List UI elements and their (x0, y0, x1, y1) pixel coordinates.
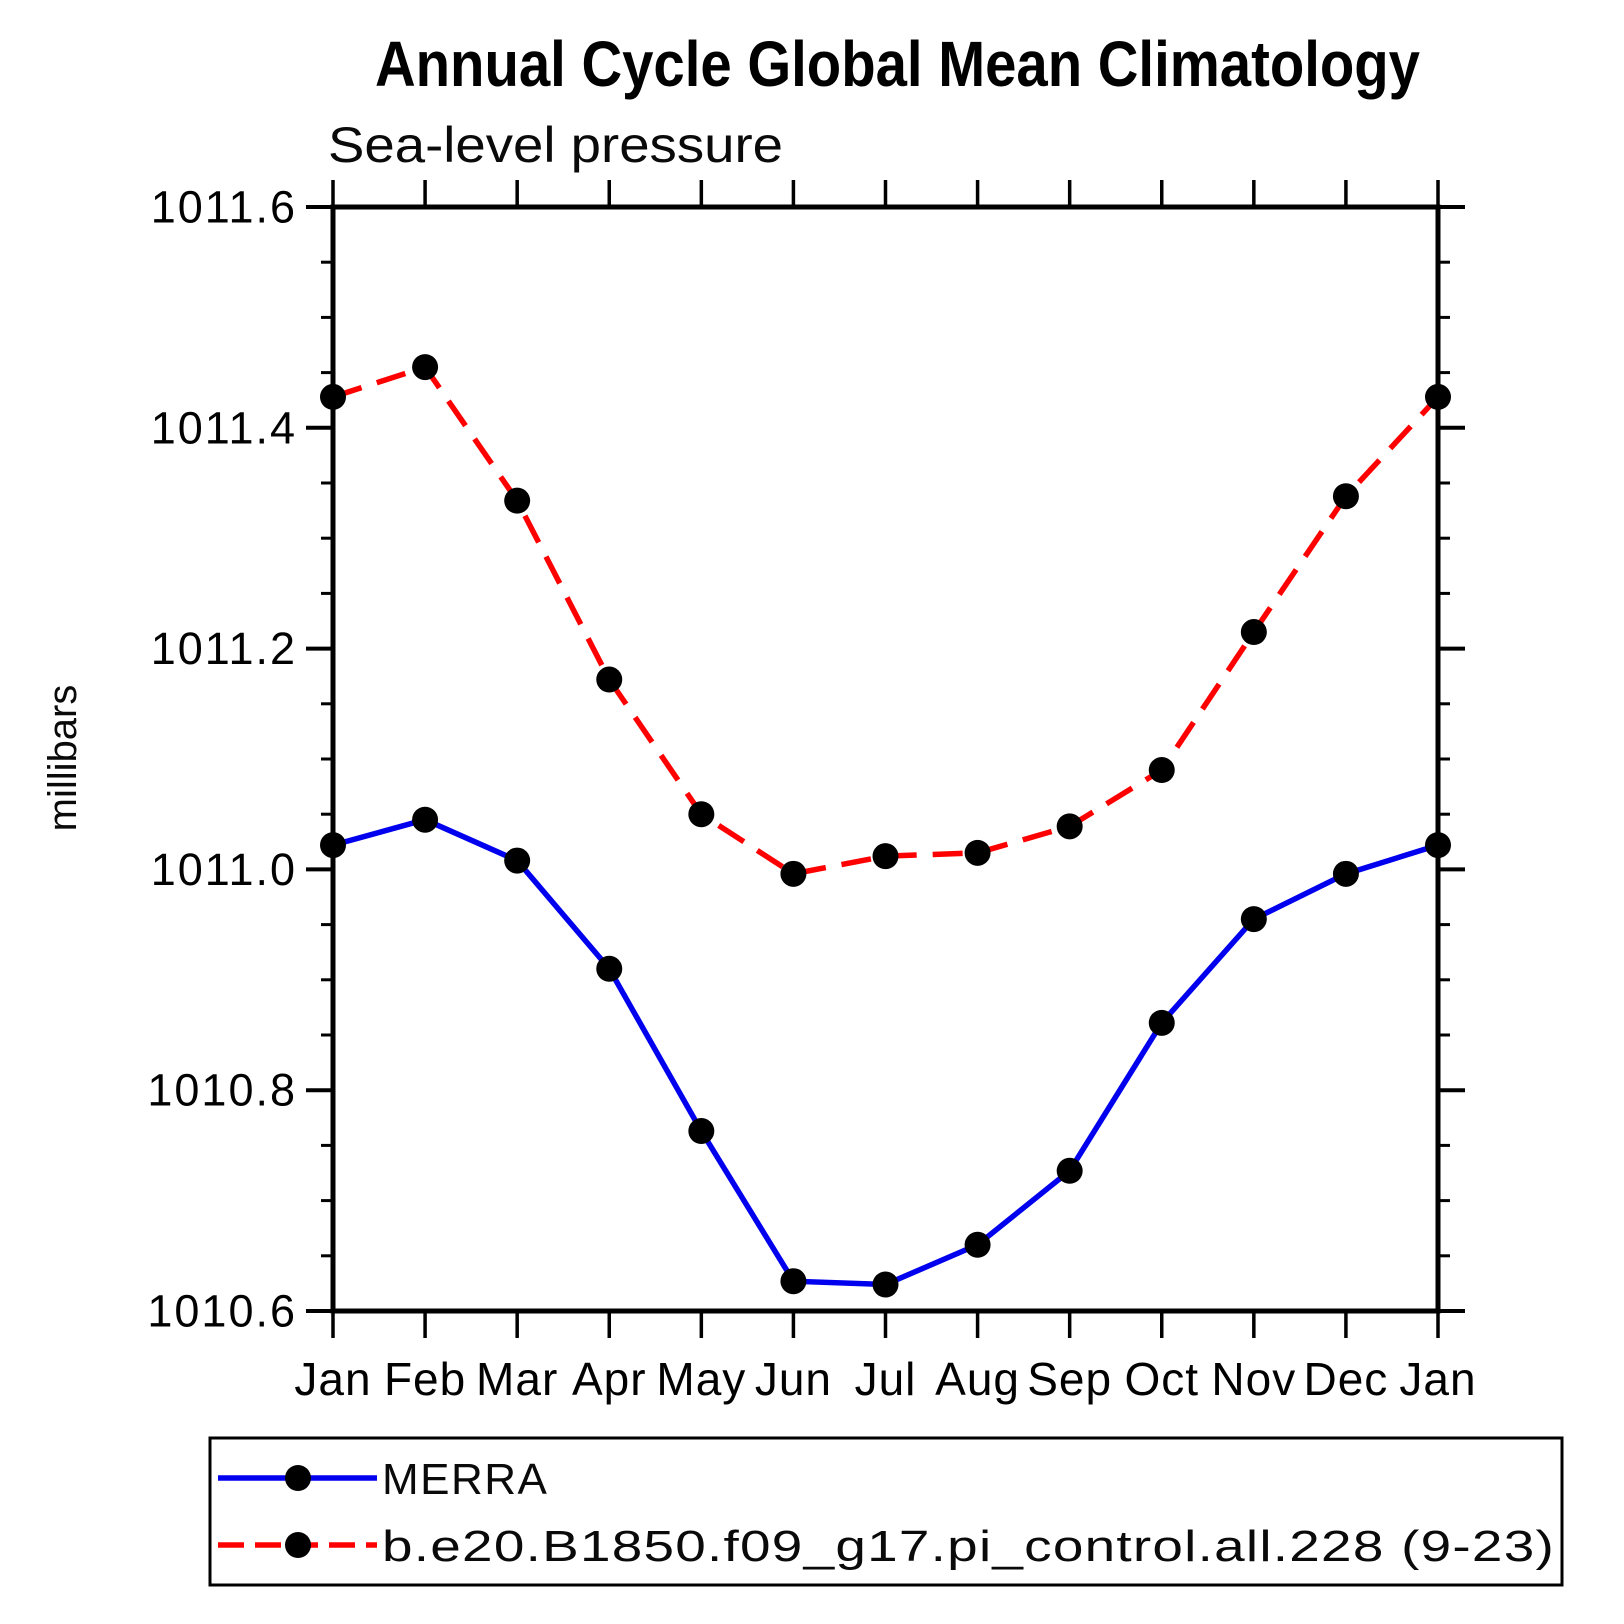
y-tick-label: 1011.2 (151, 623, 297, 674)
model-marker (964, 839, 991, 866)
merra-marker (1240, 906, 1267, 933)
model-marker (1240, 619, 1267, 646)
month-label: Jul (855, 1353, 917, 1405)
month-label: Sep (1027, 1353, 1112, 1405)
legend: MERRA b.e20.B1850.f09_g17.pi_control.all… (208, 1436, 1564, 1587)
legend-item-model: b.e20.B1850.f09_g17.pi_control.all.228 (… (218, 1522, 1555, 1571)
merra-marker (412, 806, 439, 833)
merra-marker (688, 1118, 715, 1145)
model-marker (1332, 483, 1359, 510)
y-tick-label: 1010.8 (147, 1065, 297, 1116)
merra-marker (1332, 860, 1359, 887)
y-tick-label: 1010.6 (147, 1286, 297, 1337)
month-label: Apr (572, 1353, 647, 1405)
model-series-line (332, 363, 1441, 877)
month-label: Jan (294, 1353, 371, 1405)
y-axis-tick-labels: 1010.6 1010.8 1011.0 1011.2 1011.4 1011.6 (147, 182, 297, 1337)
legend-label-merra: MERRA (382, 1455, 548, 1504)
merra-legend-marker (285, 1465, 311, 1491)
y-tick-label: 1011.0 (151, 844, 297, 895)
model-marker (1056, 813, 1083, 840)
merra-marker (780, 1268, 807, 1295)
month-label: Dec (1304, 1353, 1389, 1405)
model-marker (688, 801, 715, 828)
legend-box (208, 1436, 1564, 1587)
model-marker (780, 860, 807, 887)
model-marker (1425, 383, 1451, 410)
chart-title: Annual Cycle Global Mean Climatology (375, 28, 1420, 100)
y-tick-label: 1011.4 (151, 402, 297, 453)
merra-marker (1425, 832, 1451, 859)
merra-series-line (332, 816, 1439, 1288)
model-marker (504, 487, 531, 514)
plot-box (330, 204, 1441, 1314)
y-axis-label: millibars (41, 685, 85, 832)
month-label: Mar (476, 1353, 558, 1405)
model-marker (596, 666, 623, 693)
y-tick-label: 1011.6 (151, 182, 297, 233)
month-label: May (656, 1353, 746, 1405)
x-axis-tick-labels: Jan Feb Mar Apr May Jun Jul Aug Sep Oct Nov Dec Jan (294, 1353, 1476, 1405)
merra-marker (1148, 1009, 1175, 1036)
month-label: Feb (384, 1353, 466, 1405)
legend-label-model: b.e20.B1850.f09_g17.pi_control.all.228 (… (382, 1522, 1555, 1571)
merra-marker (964, 1231, 991, 1258)
month-label: Aug (935, 1353, 1020, 1405)
model-marker (320, 383, 346, 410)
model-marker (872, 843, 899, 870)
merra-marker (504, 847, 531, 874)
plot-area (306, 180, 1465, 1338)
month-label: Nov (1211, 1353, 1296, 1405)
merra-marker (1056, 1157, 1083, 1184)
legend-item-merra: MERRA (218, 1455, 548, 1504)
month-label: Jan (1399, 1353, 1476, 1405)
month-label: Jun (755, 1353, 832, 1405)
chart-subtitle: Sea-level pressure (328, 117, 783, 173)
model-marker (412, 354, 439, 381)
model-legend-marker (285, 1532, 311, 1558)
merra-marker (320, 832, 346, 859)
merra-marker (596, 955, 623, 982)
merra-marker (872, 1271, 899, 1298)
month-label: Oct (1124, 1353, 1199, 1405)
model-marker (1148, 757, 1175, 784)
